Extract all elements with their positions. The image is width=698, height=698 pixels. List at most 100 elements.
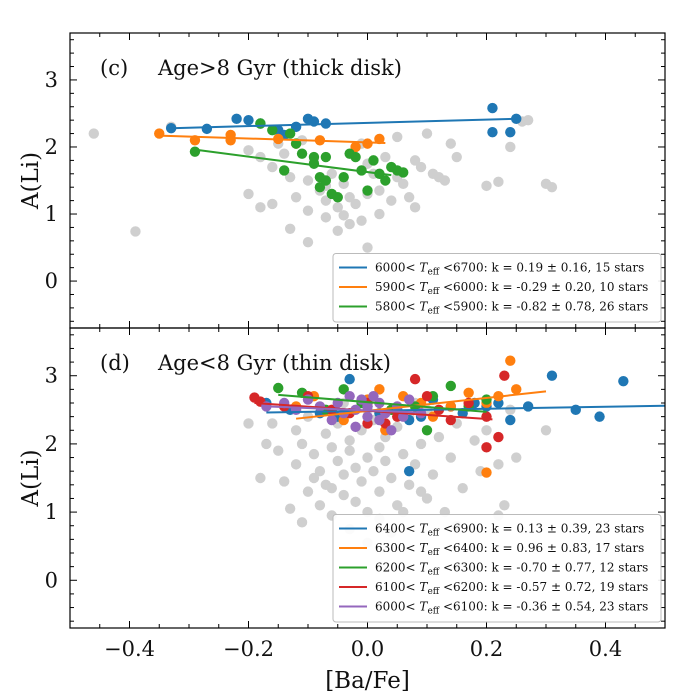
series-1-point (522, 401, 534, 412)
legend-entry-1: 6400< Teff <6900: k = 0.13 ± 0.39, 23 st… (375, 522, 644, 539)
background-point (284, 503, 296, 514)
legend: 6000< Teff <6700: k = 0.19 ± 0.16, 15 st… (332, 253, 662, 323)
series-3-point (362, 185, 373, 196)
background-point (421, 493, 433, 504)
series-4-point (499, 370, 510, 381)
background-point (314, 500, 326, 511)
legend-entry-1: 6000< Teff <6700: k = 0.19 ± 0.16, 15 st… (375, 261, 644, 278)
panel-label: (d) (100, 351, 130, 375)
series-4-point (493, 431, 504, 443)
background-point (415, 438, 427, 450)
background-point (302, 486, 314, 497)
series-3-point (320, 151, 332, 163)
background-point (427, 469, 439, 480)
background-point (368, 465, 379, 477)
background-point (380, 151, 391, 163)
background-point (296, 517, 308, 528)
background-point (374, 185, 385, 196)
background-point (392, 131, 403, 143)
background-point (409, 202, 421, 213)
series-3-fit-line (194, 148, 392, 177)
y-tick-label: 3 (45, 68, 58, 92)
series-3-point (338, 384, 349, 395)
background-point (398, 178, 409, 190)
background-point (338, 489, 349, 501)
series-2-point (505, 355, 516, 366)
series-1-point (487, 102, 498, 114)
series-3-point (368, 155, 379, 166)
background-point (457, 483, 468, 494)
background-point (302, 175, 314, 186)
panel-title: Age>8 Gyr (thick disk) (157, 56, 402, 80)
background-point (267, 418, 278, 429)
background-point (344, 218, 355, 230)
x-axis-label: [Ba/Fe] (325, 668, 410, 694)
series-2-point (427, 411, 439, 422)
series-3-point (380, 175, 391, 186)
y-axis-label: A(Li) (18, 152, 44, 210)
background-point (273, 445, 284, 456)
panel-d: 0 1 2 3 −0.4 −0.2 0.0 0.2 0.4 [Ba/Fe] A(Li) (d) Age<… (18, 327, 666, 694)
background-point (290, 425, 302, 436)
x-tick-label: −0.4 (104, 637, 155, 661)
background-point (427, 168, 439, 179)
background-point (326, 483, 337, 494)
series-5-point (403, 394, 415, 405)
legend-entry-3: 6200< Teff <6300: k = -0.70 ± 0.77, 12 s… (375, 561, 648, 578)
series-2-fit-line (295, 390, 547, 420)
data-layer (88, 102, 558, 253)
series-3-point (421, 425, 433, 436)
background-point (522, 114, 534, 126)
background-point (255, 202, 266, 213)
series-1-fit-line (266, 404, 665, 414)
series-2-point (511, 384, 522, 395)
background-point (326, 168, 337, 179)
series-5-point (374, 414, 385, 426)
series-1-point (618, 375, 629, 387)
background-point (380, 455, 391, 467)
series-4-point (481, 411, 492, 422)
x-tick-label: 0.2 (470, 637, 503, 661)
x-tick-label: 0.0 (351, 637, 384, 661)
series-1-point (570, 404, 581, 416)
series-1-point (505, 414, 516, 426)
panel-title: Age<8 Gyr (thin disk) (157, 351, 391, 375)
legend: 6400< Teff <6900: k = 0.13 ± 0.39, 23 st… (332, 514, 662, 623)
y-tick-label: 1 (45, 202, 58, 226)
series-3-point (273, 382, 284, 394)
background-point (356, 215, 367, 226)
background-point (511, 452, 522, 463)
background-point (308, 472, 320, 484)
background-point (386, 472, 397, 484)
legend-entry-3: 5800< Teff <5900: k = -0.82 ± 0.78, 26 s… (375, 300, 648, 317)
series-1-point (231, 113, 242, 125)
legend-entry-2: 5900< Teff <6000: k = -0.29 ± 0.20, 10 s… (375, 280, 648, 297)
y-tick-label: 1 (45, 500, 58, 524)
series-5-point (350, 421, 361, 433)
x-tick-label: 0.4 (589, 637, 622, 661)
series-2-point (374, 133, 385, 145)
background-point (433, 431, 445, 443)
background-point (255, 151, 266, 163)
background-point (350, 496, 361, 508)
series-5-fit-line (266, 405, 422, 414)
series-3-point (398, 167, 409, 178)
background-point (290, 192, 302, 203)
background-point (350, 198, 361, 210)
legend-entry-4: 6100< Teff <6200: k = -0.57 ± 0.72, 19 s… (375, 580, 648, 597)
legend-box (332, 514, 662, 623)
background-point (481, 425, 492, 436)
background-point (320, 212, 332, 223)
background-point (481, 180, 492, 192)
panel-label: (c) (100, 56, 128, 80)
background-point (255, 472, 266, 484)
background-point (284, 171, 296, 183)
background-point (350, 462, 361, 473)
series-3-point (296, 148, 308, 159)
background-point (499, 500, 510, 511)
panel-c: 0 1 2 3 A(Li) (c) Age>8 Gyr (thick disk) 6000< … (18, 32, 666, 329)
series-3-point (279, 165, 290, 176)
y-tick-label: 3 (45, 364, 58, 388)
series-2-point (350, 141, 361, 153)
